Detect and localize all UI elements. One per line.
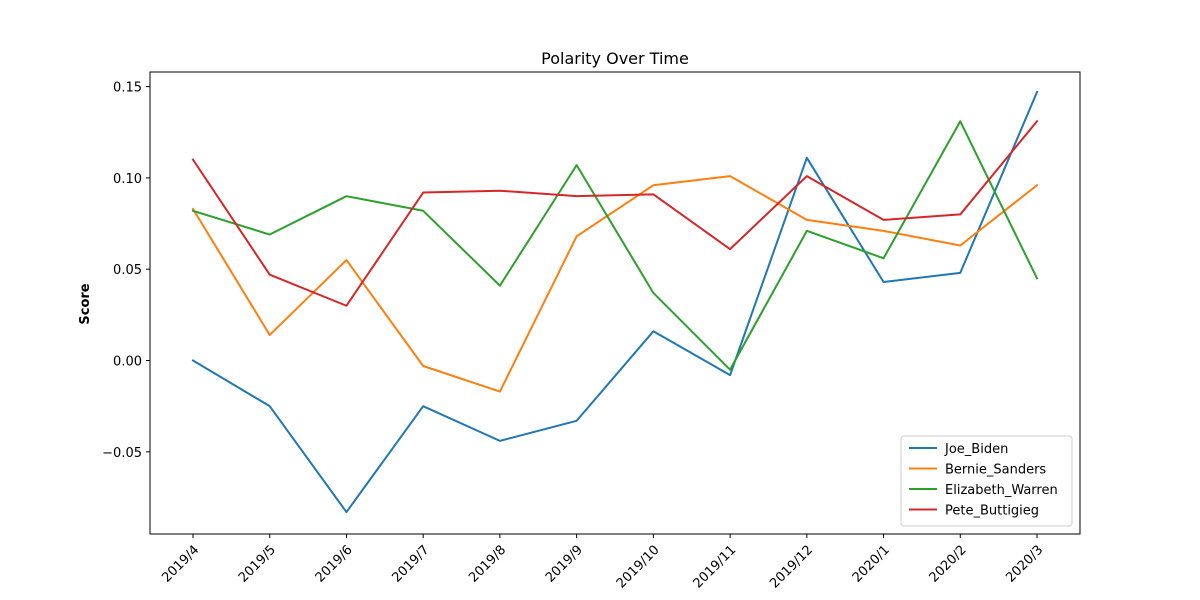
x-tick-label: 2019/11 [691, 543, 740, 592]
x-tick-label: 2019/7 [389, 543, 432, 586]
x-tick-label: 2020/3 [1003, 543, 1046, 586]
y-tick-label: 0.15 [113, 81, 142, 96]
series-line-joe-biden [191, 90, 1039, 514]
plot-area [191, 90, 1039, 514]
y-tick-label: 0.00 [113, 355, 142, 370]
legend-label-pete-buttigieg: Pete_Buttigieg [945, 504, 1039, 519]
x-tick-label: 2019/4 [159, 543, 202, 586]
x-tick-label: 2019/12 [767, 543, 816, 592]
x-tick-label: 2019/6 [313, 543, 356, 586]
x-tick-label: 2020/1 [850, 543, 893, 586]
x-tick-label: 2019/8 [466, 543, 509, 586]
legend-label-elizabeth-warren: Elizabeth_Warren [945, 483, 1058, 498]
y-tick-label: 0.10 [113, 172, 142, 187]
legend-box [900, 435, 1073, 527]
y-axis-label: Score [78, 283, 93, 324]
y-tick-label: −0.05 [102, 446, 142, 461]
series-line-pete-buttigieg [191, 119, 1039, 307]
y-tick-label: 0.05 [113, 263, 142, 278]
x-tick-label: 2019/10 [614, 543, 663, 592]
series-line-elizabeth-warren [191, 120, 1039, 371]
series-line-bernie-sanders [191, 175, 1039, 393]
legend-label-joe-biden: Joe_Biden [944, 442, 1008, 457]
legend: Joe_Biden Bernie_Sanders Elizabeth_Warren P… [900, 435, 1073, 527]
x-tick-label: 2020/2 [927, 543, 970, 586]
plot-frame [149, 71, 1081, 535]
x-tick-label: 2019/9 [543, 543, 586, 586]
chart-title: Polarity Over Time [541, 49, 689, 68]
legend-label-bernie-sanders: Bernie_Sanders [945, 463, 1046, 478]
x-tick-label: 2019/5 [236, 543, 279, 586]
